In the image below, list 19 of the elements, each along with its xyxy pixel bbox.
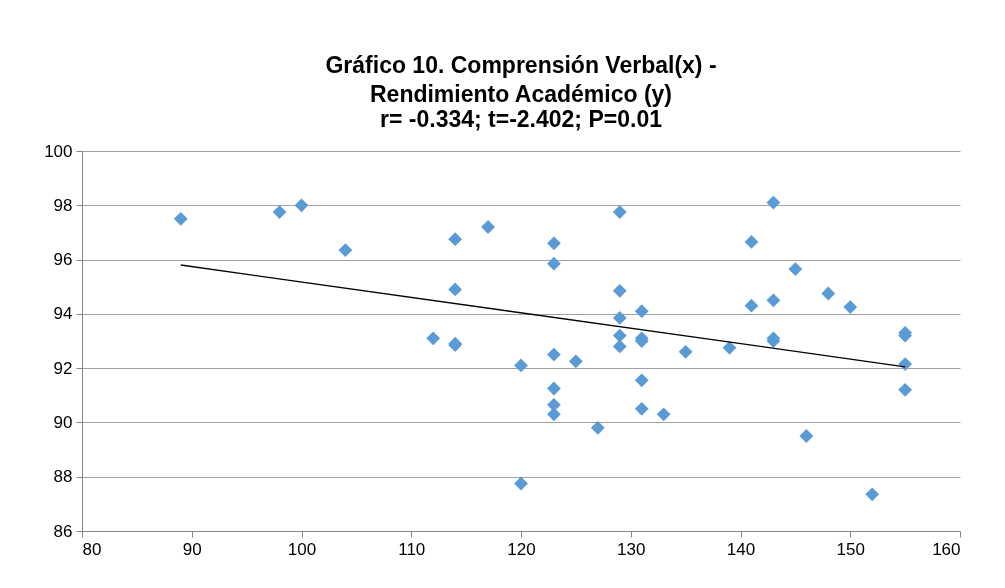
y-tick-label: 90 [53,412,73,432]
y-tick-label: 100 [44,141,73,161]
x-tick-label: 150 [836,539,865,559]
x-tick-label: 120 [507,539,536,559]
y-tick-label: 96 [53,250,73,270]
x-tick-label: 130 [617,539,646,559]
y-tick-label: 92 [53,358,73,378]
x-tick-label: 160 [932,539,961,559]
y-tick-label: 88 [53,467,73,487]
x-tick-label: 110 [398,539,426,559]
chart-title: Gráfico 10. Comprensión Verbal(x) - Rendimiento Académico (y) [325,52,717,107]
x-tick-label: 80 [82,539,102,559]
x-tick-label: 100 [287,539,317,559]
y-tick-label: 98 [53,195,73,215]
chart-subtitle: r= -0.334; t=-2.402; P=0.01 [380,106,663,132]
x-tick-label: 90 [182,539,202,559]
y-tick-label: 94 [53,304,73,324]
y-tick-label: 86 [53,521,73,541]
x-tick-label: 140 [726,539,756,559]
